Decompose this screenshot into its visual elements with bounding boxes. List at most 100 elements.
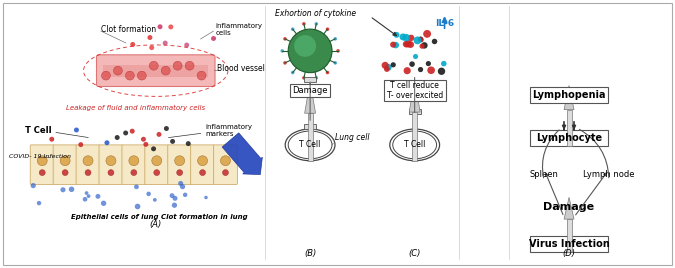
Circle shape	[30, 183, 36, 188]
Circle shape	[175, 156, 185, 166]
Circle shape	[60, 156, 70, 166]
Circle shape	[86, 194, 90, 198]
Circle shape	[186, 141, 191, 146]
Circle shape	[418, 37, 424, 42]
Text: (A): (A)	[150, 219, 162, 229]
Circle shape	[183, 193, 188, 197]
Circle shape	[315, 22, 318, 26]
Text: (D): (D)	[562, 249, 576, 258]
Circle shape	[294, 35, 316, 57]
Text: inflammatory
cells: inflammatory cells	[215, 23, 263, 36]
Circle shape	[113, 66, 122, 75]
Text: T Cell: T Cell	[24, 125, 51, 135]
Circle shape	[418, 67, 423, 72]
Circle shape	[326, 27, 329, 31]
FancyBboxPatch shape	[30, 145, 54, 184]
Circle shape	[200, 170, 206, 176]
FancyBboxPatch shape	[122, 145, 146, 184]
Circle shape	[432, 39, 437, 44]
Circle shape	[390, 42, 396, 48]
FancyBboxPatch shape	[190, 145, 215, 184]
FancyBboxPatch shape	[530, 130, 608, 146]
Circle shape	[62, 170, 68, 176]
Text: Clot formation in lung: Clot formation in lung	[161, 214, 247, 220]
FancyBboxPatch shape	[53, 145, 77, 184]
Circle shape	[108, 170, 114, 176]
Circle shape	[149, 45, 154, 50]
Circle shape	[421, 42, 428, 49]
Circle shape	[184, 43, 189, 47]
Text: IL-6: IL-6	[435, 19, 454, 28]
Circle shape	[413, 54, 418, 59]
FancyBboxPatch shape	[99, 145, 123, 184]
Circle shape	[130, 129, 135, 134]
Circle shape	[180, 184, 185, 189]
FancyBboxPatch shape	[145, 145, 169, 184]
Text: inflammatory
markers: inflammatory markers	[206, 124, 252, 136]
Circle shape	[441, 61, 447, 66]
Circle shape	[407, 41, 414, 48]
Circle shape	[223, 170, 228, 176]
Circle shape	[78, 142, 83, 147]
Circle shape	[161, 66, 170, 75]
FancyBboxPatch shape	[412, 112, 417, 161]
Circle shape	[69, 187, 74, 192]
Circle shape	[198, 156, 207, 166]
Circle shape	[418, 36, 423, 42]
Circle shape	[153, 198, 157, 202]
Circle shape	[106, 156, 116, 166]
Text: Clot formation: Clot formation	[101, 25, 156, 34]
Circle shape	[154, 170, 160, 176]
Circle shape	[333, 61, 337, 65]
FancyBboxPatch shape	[76, 145, 100, 184]
Circle shape	[419, 44, 425, 49]
FancyBboxPatch shape	[530, 236, 608, 252]
FancyBboxPatch shape	[3, 3, 672, 265]
Text: Lymphocyte: Lymphocyte	[536, 133, 602, 143]
FancyBboxPatch shape	[530, 87, 608, 103]
FancyBboxPatch shape	[566, 219, 572, 252]
Circle shape	[146, 192, 151, 196]
Circle shape	[131, 170, 137, 176]
Circle shape	[143, 142, 148, 147]
FancyBboxPatch shape	[408, 109, 421, 114]
Circle shape	[178, 181, 183, 186]
FancyBboxPatch shape	[304, 77, 316, 81]
Circle shape	[403, 41, 410, 47]
Circle shape	[168, 24, 173, 29]
Circle shape	[163, 40, 167, 46]
Circle shape	[123, 131, 128, 135]
Ellipse shape	[389, 129, 439, 161]
Circle shape	[172, 203, 177, 208]
Text: COVID- 19 Infection: COVID- 19 Infection	[9, 154, 72, 159]
Circle shape	[409, 61, 415, 67]
Circle shape	[101, 201, 106, 206]
Circle shape	[164, 126, 169, 131]
Circle shape	[408, 35, 414, 41]
Circle shape	[135, 204, 140, 209]
Circle shape	[302, 76, 306, 80]
Circle shape	[288, 29, 332, 73]
Circle shape	[205, 196, 208, 199]
Circle shape	[137, 71, 146, 80]
Circle shape	[85, 170, 91, 176]
Circle shape	[115, 135, 119, 140]
Circle shape	[74, 128, 79, 132]
FancyArrow shape	[222, 133, 263, 174]
Circle shape	[60, 187, 65, 192]
Circle shape	[37, 156, 47, 166]
Circle shape	[392, 42, 399, 48]
Circle shape	[95, 194, 101, 199]
Circle shape	[185, 61, 194, 70]
Circle shape	[402, 34, 410, 41]
Circle shape	[134, 184, 139, 189]
FancyBboxPatch shape	[290, 84, 330, 97]
Circle shape	[173, 196, 178, 201]
Circle shape	[291, 71, 294, 74]
Text: Lung cell: Lung cell	[335, 133, 369, 143]
Circle shape	[39, 170, 45, 176]
Circle shape	[391, 62, 396, 67]
FancyBboxPatch shape	[167, 145, 192, 184]
FancyBboxPatch shape	[103, 65, 208, 77]
Circle shape	[333, 37, 337, 41]
